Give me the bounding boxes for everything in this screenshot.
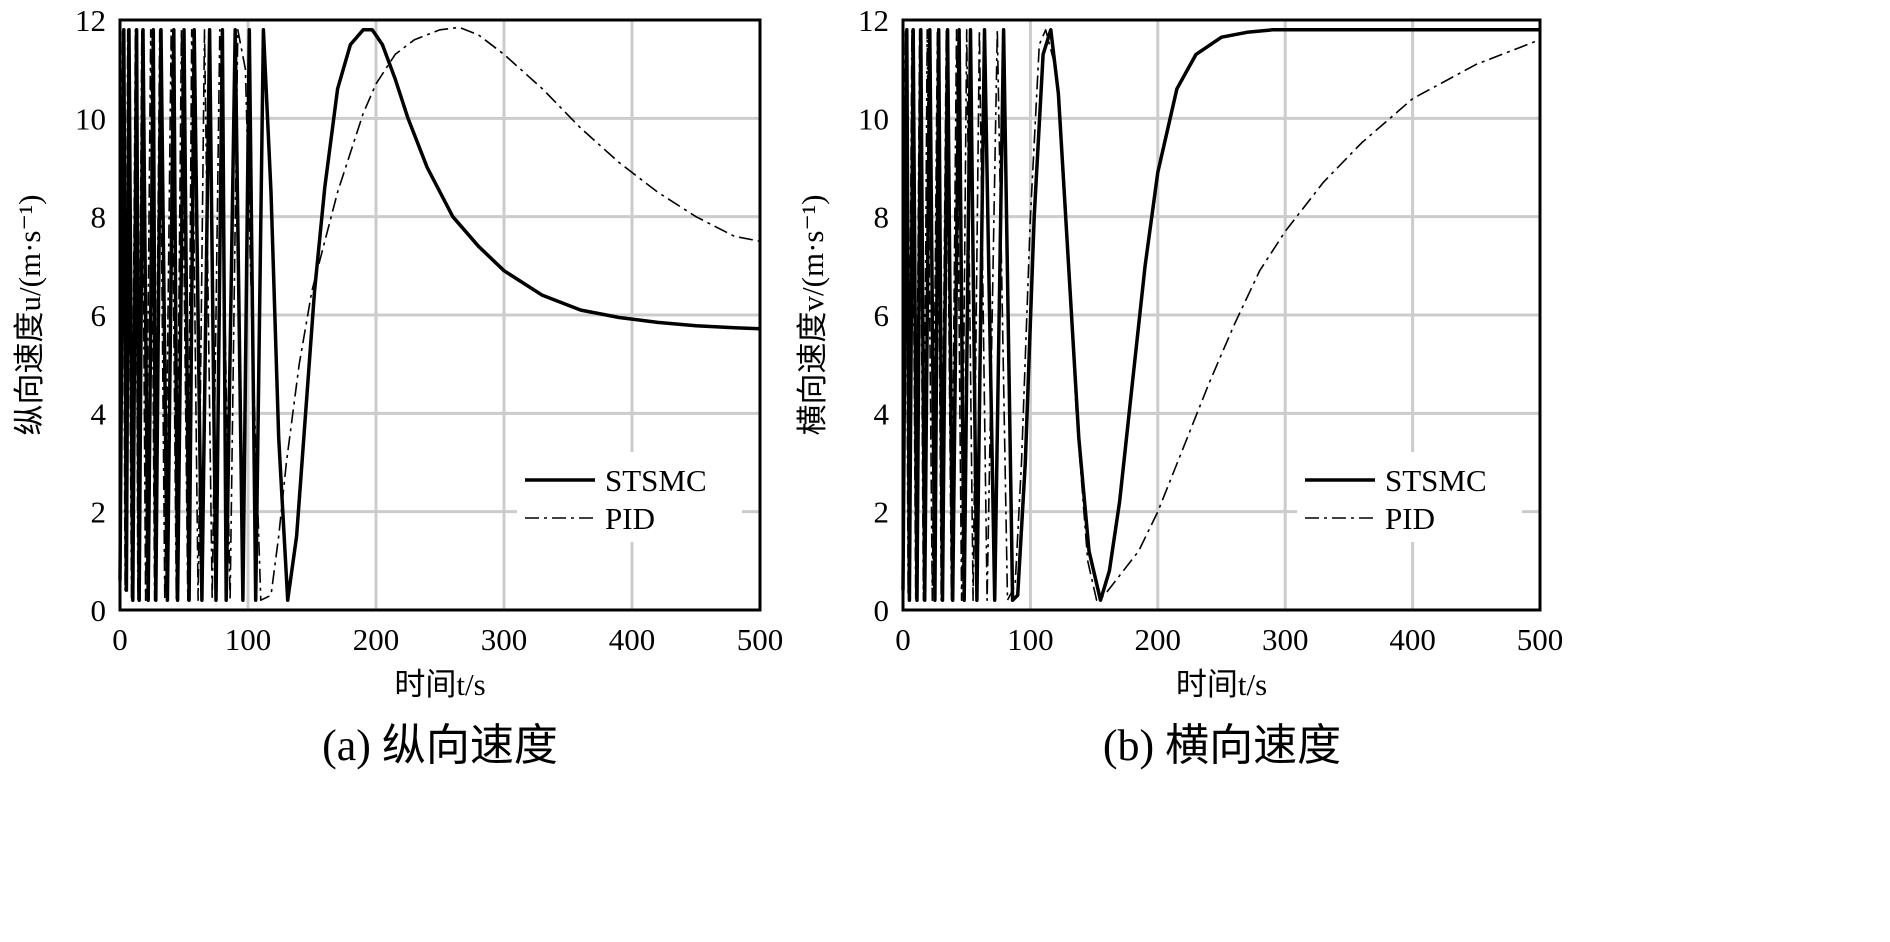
x-axis-label-b: 时间t/s <box>1176 667 1267 702</box>
legend-label-stsmc: STSMC <box>1385 463 1487 498</box>
legend-label-pid: PID <box>605 501 655 536</box>
series-lines-b <box>901 28 1541 602</box>
x-tick-label: 500 <box>737 622 784 657</box>
series-line-stsmc <box>901 28 1540 602</box>
legend-label-pid: PID <box>1385 501 1435 536</box>
x-tick-label: 400 <box>609 622 656 657</box>
caption-b: (b) 横向速度 <box>1103 721 1341 770</box>
x-tick-label: 0 <box>895 622 911 657</box>
y-tick-label: 0 <box>874 593 890 628</box>
x-tick-label: 100 <box>1007 622 1054 657</box>
y-tick-label: 4 <box>874 396 890 431</box>
x-tick-label: 200 <box>1135 622 1182 657</box>
y-tick-label: 8 <box>874 200 890 235</box>
y-axis-label-b: 横向速度v/(m·s⁻¹) <box>795 195 830 436</box>
legend-background <box>1297 452 1522 542</box>
legend-background <box>517 452 742 542</box>
x-tick-label: 500 <box>1517 622 1564 657</box>
y-tick-label: 6 <box>874 298 890 333</box>
y-tick-label: 4 <box>91 396 107 431</box>
caption-a: (a) 纵向速度 <box>322 721 558 770</box>
x-axis-label-a: 时间t/s <box>394 667 485 702</box>
plot-frame-a <box>118 18 762 612</box>
x-tick-label: 300 <box>481 622 528 657</box>
legend-label-stsmc: STSMC <box>605 463 707 498</box>
tick-labels-b: 0 100 200 300 400 500 0 2 4 6 8 10 12 <box>858 3 1563 657</box>
y-tick-label: 10 <box>75 101 106 136</box>
x-tick-label: 200 <box>353 622 400 657</box>
plot-frame-b <box>901 18 1542 612</box>
series-lines-a <box>118 26 761 602</box>
x-tick-label: 300 <box>1262 622 1309 657</box>
y-tick-label: 8 <box>91 200 107 235</box>
tick-labels-a: 0 100 200 300 400 500 0 2 4 6 8 10 12 <box>75 3 783 657</box>
x-tick-label: 0 <box>112 622 128 657</box>
y-tick-label: 2 <box>874 495 890 530</box>
y-tick-label: 12 <box>75 3 106 38</box>
y-tick-label: 10 <box>858 101 889 136</box>
x-tick-label: 400 <box>1389 622 1436 657</box>
series-line-pid <box>902 29 1541 601</box>
y-axis-label-a: 纵向速度u/(m·s⁻¹) <box>12 195 47 436</box>
y-tick-label: 0 <box>91 593 107 628</box>
y-tick-label: 2 <box>91 495 107 530</box>
x-tick-label: 100 <box>225 622 272 657</box>
y-tick-label: 6 <box>91 298 107 333</box>
y-tick-label: 12 <box>858 3 889 38</box>
